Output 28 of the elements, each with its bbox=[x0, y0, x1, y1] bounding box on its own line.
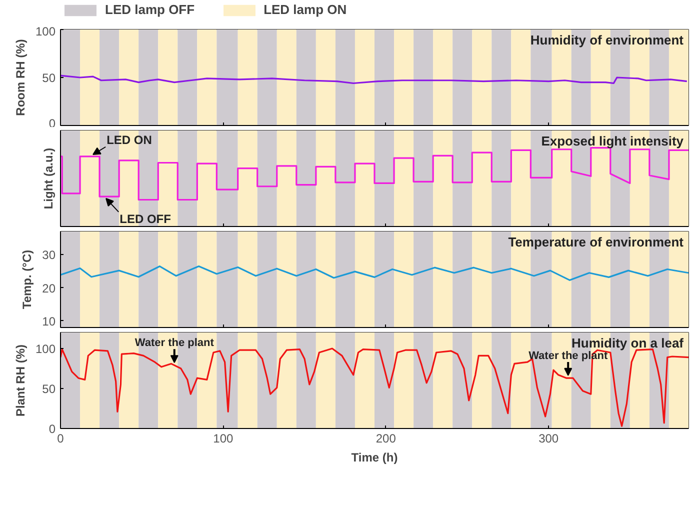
legend-label: LED lamp ON bbox=[264, 2, 347, 17]
y-axis-title: Plant RH (%) bbox=[13, 344, 28, 416]
x-tick-label: 200 bbox=[376, 432, 396, 446]
y-tick-label: 100 bbox=[35, 24, 56, 38]
y-axis-title: Room RH (%) bbox=[13, 39, 28, 116]
y-axis-title: Temp. (°C) bbox=[20, 250, 34, 310]
x-tick-label: 300 bbox=[538, 432, 559, 446]
y-tick-label: 50 bbox=[42, 382, 56, 396]
annotation: Water the plant bbox=[134, 337, 214, 350]
chart-title: Exposed light intensity bbox=[541, 134, 684, 148]
y-tick-label: 0 bbox=[48, 422, 56, 436]
y-tick-label: 20 bbox=[42, 281, 56, 296]
chart-title: Humidity of environment bbox=[530, 32, 684, 48]
annotation: LED ON bbox=[106, 132, 152, 147]
chart-title: Temperature of environment bbox=[508, 234, 684, 250]
chart-title: Humidity on a leaf bbox=[572, 336, 684, 350]
line-series bbox=[60, 265, 688, 281]
y-tick-label: 10 bbox=[42, 314, 56, 328]
y-axis-title: Light (a.u.) bbox=[42, 148, 56, 210]
x-axis-title: Time (h) bbox=[351, 450, 398, 464]
x-tick-label: 0 bbox=[57, 432, 64, 446]
annotation: LED OFF bbox=[120, 212, 171, 226]
x-tick-label: 100 bbox=[213, 432, 234, 446]
y-tick-label: 30 bbox=[42, 248, 56, 262]
y-tick-label: 100 bbox=[35, 342, 56, 356]
legend-label: LED lamp OFF bbox=[105, 2, 195, 17]
y-tick-label: 50 bbox=[42, 71, 56, 85]
line-series bbox=[60, 74, 688, 84]
